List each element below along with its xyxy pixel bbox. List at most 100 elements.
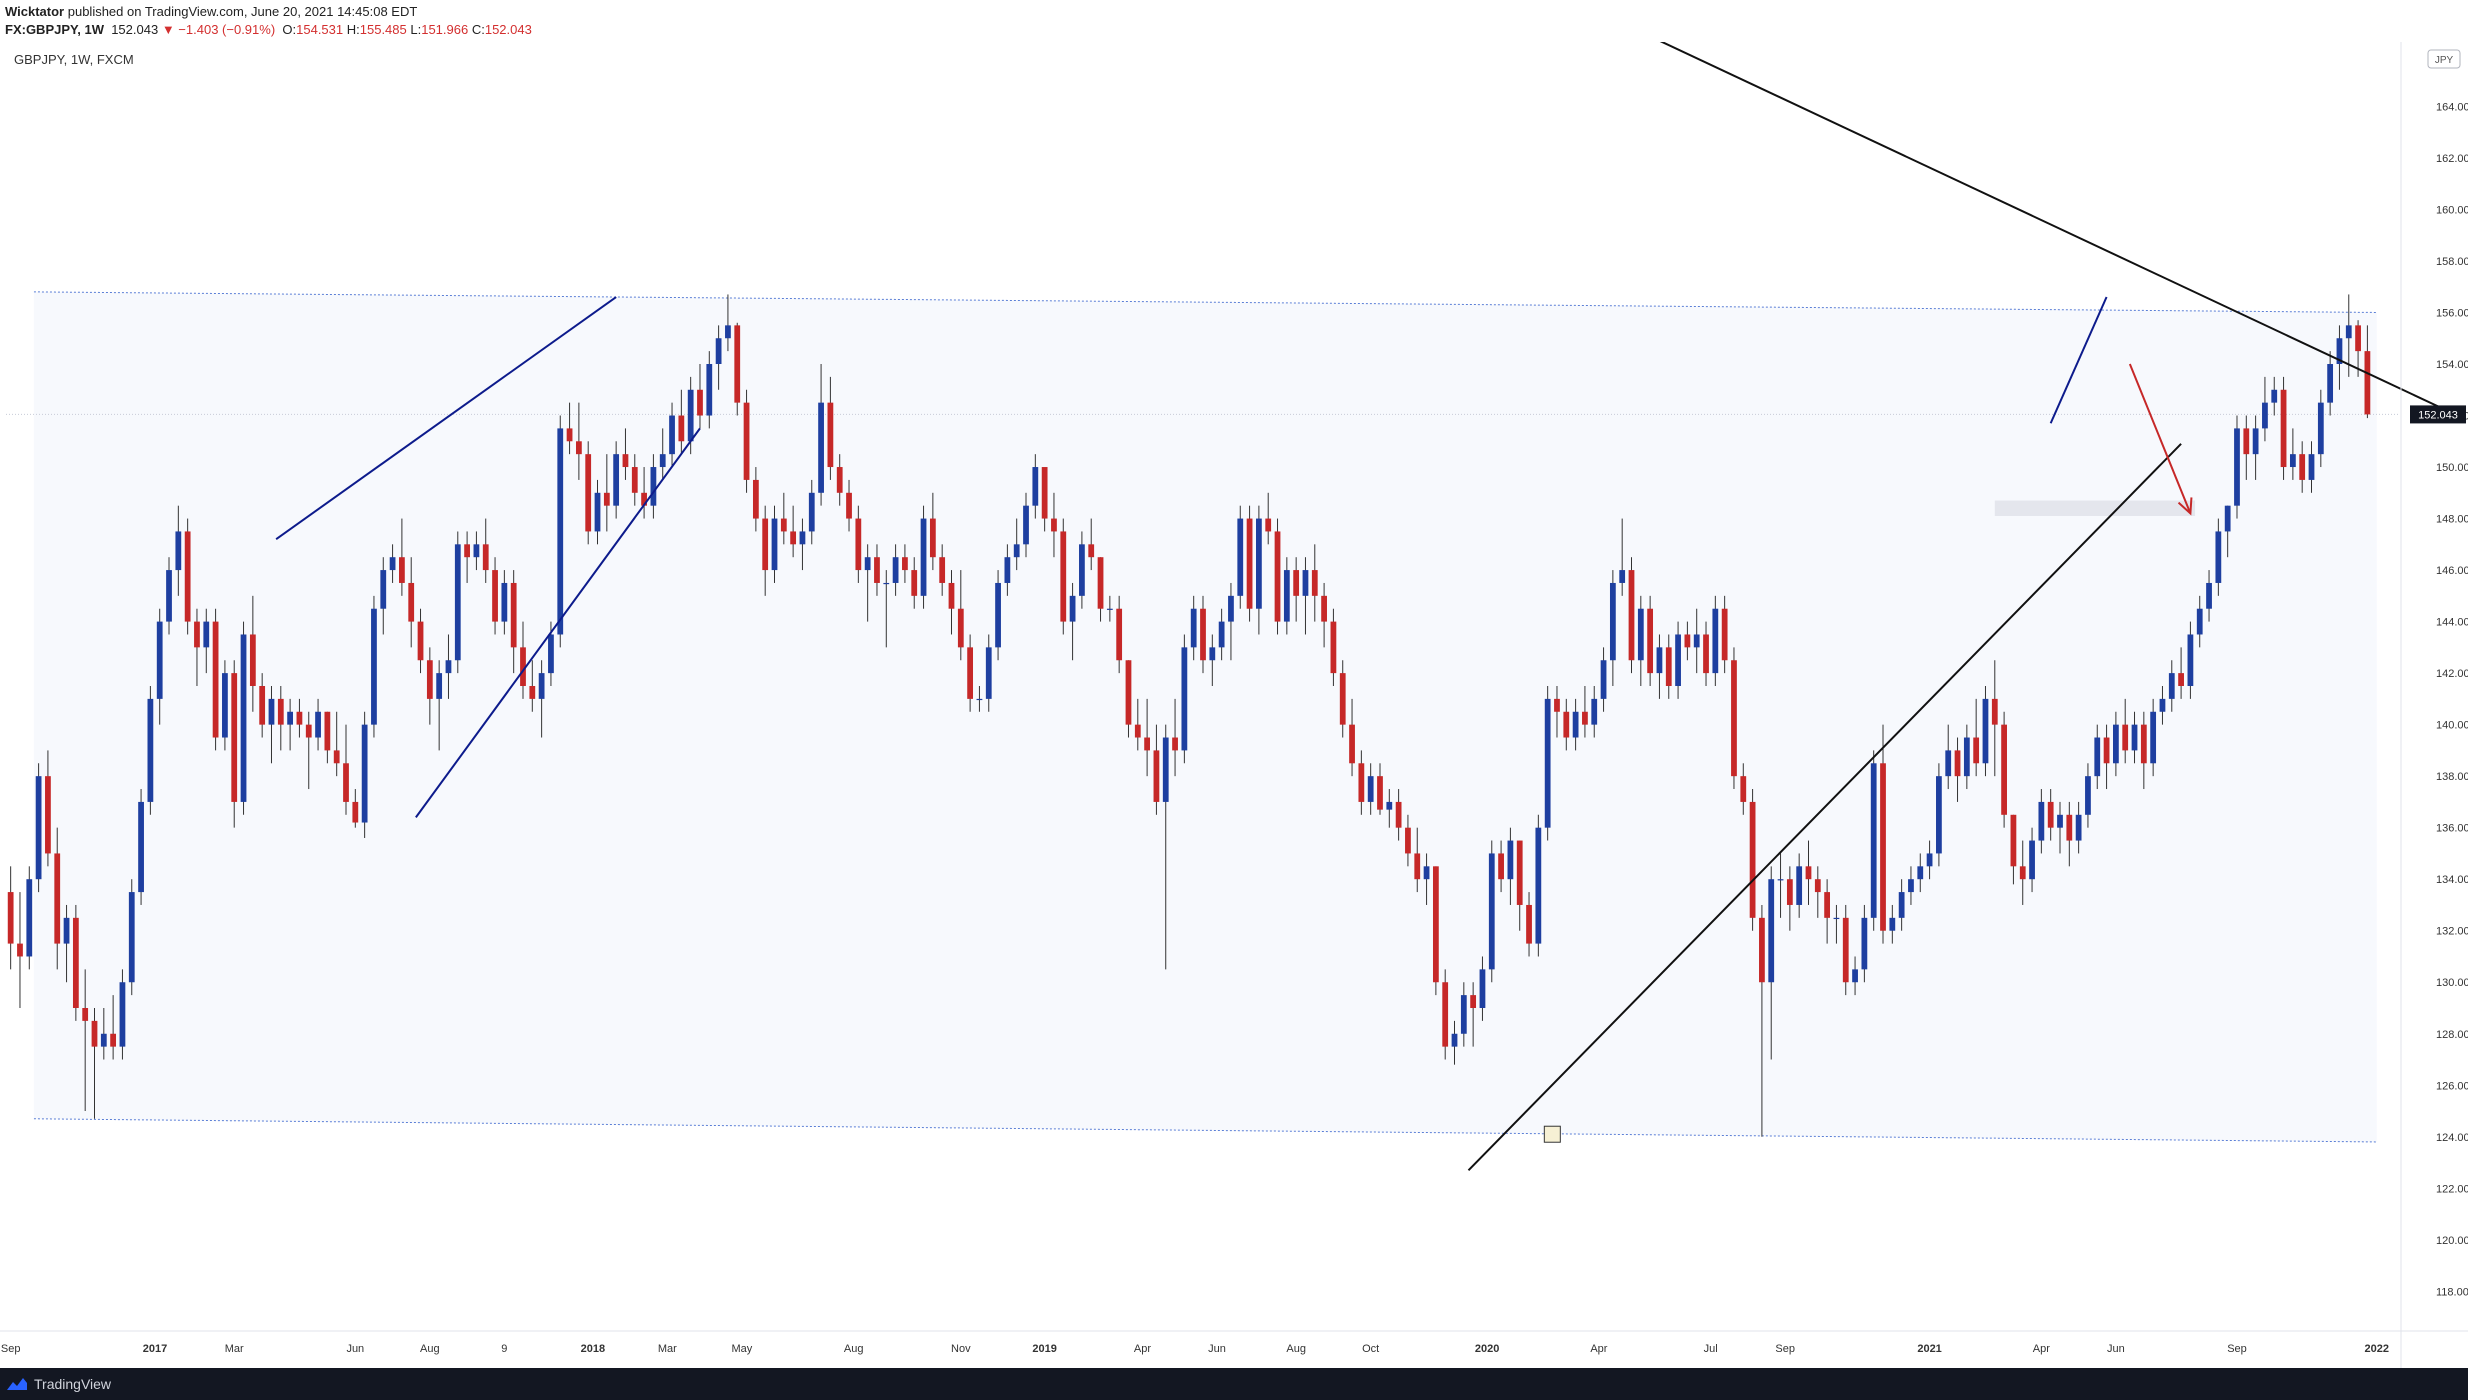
time-axis-tick: Aug [420, 1343, 440, 1355]
candle-up [659, 454, 666, 468]
candle-down [1554, 698, 1560, 712]
candle-down [1442, 982, 1449, 1047]
time-axis-tick: Aug [844, 1343, 864, 1355]
candle-up [436, 673, 443, 699]
candle-down [110, 1033, 117, 1047]
candle-down [324, 711, 331, 751]
candle-down [45, 776, 51, 854]
candle-up [1675, 634, 1681, 686]
candle-down [82, 1008, 89, 1021]
candle-up [771, 518, 778, 571]
candle-up [1861, 917, 1868, 970]
price-axis-tick: 118.000 [2436, 1286, 2468, 1298]
candle-up [1870, 763, 1877, 918]
candle-down [939, 557, 946, 583]
candle-down [212, 621, 219, 738]
candle-up [1479, 969, 1486, 1008]
candle-up [1535, 827, 1542, 944]
time-axis-tick: Oct [1362, 1343, 1379, 1355]
candle-down [1265, 518, 1272, 532]
candle-up [2234, 428, 2240, 506]
candle-down [1582, 711, 1588, 725]
candle-up [2131, 724, 2138, 751]
candle-down [54, 853, 61, 944]
candle-down [91, 1020, 98, 1047]
low-label: L: [410, 22, 422, 37]
chart-area[interactable]: 118.000 120.000 122.000 124.000 126.000 128.0… [0, 0, 2468, 1368]
candle-up [2159, 698, 2166, 712]
candle-up [268, 698, 275, 725]
candle-down [967, 647, 974, 699]
chart-header: Wicktator published on TradingView.com, … [0, 0, 2468, 42]
candle-up [2168, 673, 2175, 699]
candle-down [836, 467, 843, 493]
candle-down [1041, 467, 1048, 519]
trendline [275, 296, 617, 540]
candle-up [35, 776, 42, 880]
candle-down [1740, 776, 1747, 802]
time-axis-tick: Jun [2107, 1343, 2125, 1355]
candle-down [352, 801, 359, 823]
candle-up [557, 428, 564, 635]
ohlc-legend: FX:GBPJPY, 1W 152.043 ▼ −1.403 (−0.91%) … [5, 22, 532, 37]
candle-down [2001, 724, 2007, 815]
candle-up [2075, 814, 2082, 841]
candle-down [2103, 737, 2110, 764]
price-axis-tick: 146.000 [2436, 565, 2468, 577]
candlestick-chart[interactable]: 118.000 120.000 122.000 124.000 126.000 128.0… [0, 0, 2468, 1368]
price-axis-tick: 158.000 [2436, 256, 2468, 268]
candle-up [669, 415, 675, 455]
candle-down [1814, 879, 1821, 893]
candle-up [920, 518, 927, 596]
time-axis-tick: 9 [501, 1343, 507, 1355]
footer-brand[interactable]: TradingView [34, 1376, 112, 1392]
candle-up [1833, 917, 1840, 920]
candle-down [1824, 892, 1831, 918]
candle-up [2187, 634, 2194, 686]
candle-down [622, 454, 629, 468]
candle-down [305, 724, 312, 738]
candle-down [2355, 325, 2361, 352]
candle-down [780, 518, 787, 532]
candle-up [175, 531, 182, 571]
candle-up [2038, 801, 2045, 841]
candle-up [454, 544, 461, 661]
candle-down [2140, 724, 2147, 764]
candle-down [874, 557, 880, 583]
candle-down [957, 608, 964, 648]
candle-up [1963, 737, 1970, 777]
author-name[interactable]: Wicktator [5, 4, 65, 19]
price-axis-tick: 124.000 [2436, 1132, 2468, 1144]
candle-up [361, 724, 368, 823]
candle-down [929, 518, 936, 558]
symbol-name[interactable]: FX:GBPJPY, 1W [5, 22, 104, 37]
candle-down [194, 621, 200, 648]
time-axis-tick: Mar [658, 1343, 677, 1355]
time-axis-tick: Jul [1704, 1343, 1718, 1355]
candle-down [1088, 544, 1095, 558]
candle-up [2262, 402, 2268, 429]
publish-info: Wicktator published on TradingView.com, … [5, 4, 417, 19]
candle-up [883, 582, 890, 585]
candle-up [1637, 608, 1644, 661]
candle-up [1256, 518, 1262, 609]
candle-down [492, 570, 498, 622]
candle-down [1721, 608, 1728, 661]
candle-down [1321, 595, 1327, 622]
candle-up [147, 698, 154, 802]
price-change: ▼ −1.403 (−0.91%) [161, 22, 276, 37]
price-axis-tick: 154.000 [2436, 359, 2468, 371]
candle-down [631, 467, 638, 493]
time-axis-tick: Apr [1134, 1343, 1151, 1355]
candle-up [119, 982, 126, 1047]
candle-down [296, 711, 303, 725]
trendline [415, 427, 701, 818]
candle-up [1209, 647, 1216, 661]
time-axis-tick: Sep [1, 1343, 21, 1355]
last-price-tag-text: 152.043 [2418, 409, 2458, 421]
candle-down [1051, 518, 1057, 532]
candle-up [1069, 595, 1076, 622]
candle-down [529, 686, 536, 699]
time-axis-tick: 2022 [2364, 1343, 2388, 1355]
candle-up [976, 698, 983, 701]
